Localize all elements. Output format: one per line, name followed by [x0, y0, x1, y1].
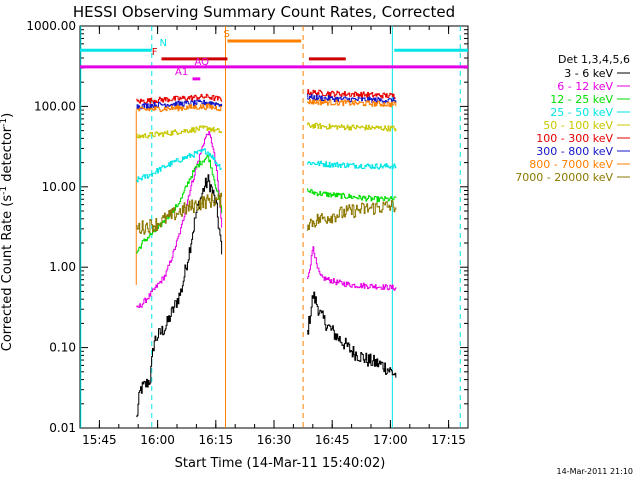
series-line	[136, 93, 223, 104]
series-line	[307, 199, 397, 231]
legend-entry-label: 6 - 12 keV	[557, 80, 613, 93]
series-line	[136, 103, 223, 113]
x-axis-label: Start Time (14-Mar-11 15:40:02)	[175, 456, 386, 471]
series-line	[136, 125, 223, 139]
y-axis-label: Corrected Count Rate (s-1 detector-1)	[0, 113, 15, 351]
series-line	[136, 131, 223, 308]
legend-entry-label: 800 - 7000 keV	[529, 158, 613, 171]
series-line	[136, 99, 223, 110]
x-tick-label: 16:15	[199, 433, 234, 447]
series-line	[136, 154, 223, 254]
plot-area: 1000.00 100.00 10.00 1.00 0.10 0.01 15:45 16:00…	[26, 19, 469, 447]
x-tick-label: 16:30	[257, 433, 292, 447]
x-tick-label: 17:00	[373, 433, 408, 447]
series-line	[307, 99, 397, 108]
flag-label: A1	[175, 67, 188, 78]
plot-timestamp: 14-Mar-2011 21:10	[557, 467, 634, 476]
series-line	[136, 148, 223, 183]
legend-entry-label: 100 - 300 keV	[536, 132, 613, 145]
series-line	[307, 188, 397, 203]
legend-entry-label: 3 - 6 keV	[564, 67, 613, 80]
x-tick-label: 16:45	[315, 433, 350, 447]
legend-title: Det 1,3,4,5,6	[558, 53, 630, 66]
series-line	[307, 160, 397, 170]
series-line	[136, 192, 223, 235]
x-tick-label: 16:00	[140, 433, 175, 447]
y-tick-label: 100.00	[34, 99, 76, 113]
legend-entry-label: 7000 - 20000 keV	[515, 171, 613, 184]
flag-label: N	[160, 38, 167, 49]
y-tick-label: 1000.00	[26, 19, 76, 33]
series-line	[307, 89, 396, 99]
x-tick-label: 15:45	[82, 433, 117, 447]
flag-label: F	[152, 47, 158, 58]
y-tick-label: 10.00	[42, 180, 76, 194]
y-tick-label: 1.00	[49, 260, 76, 274]
series-line	[307, 246, 397, 291]
series-line	[307, 94, 397, 104]
legend-entry-label: 50 - 100 keV	[543, 119, 613, 132]
chart-title: HESSI Observing Summary Count Rates, Cor…	[73, 3, 455, 21]
legend-entry-label: 300 - 800 keV	[536, 145, 613, 158]
legend-entry-label: 25 - 50 keV	[550, 106, 613, 119]
y-tick-label: 0.10	[49, 341, 76, 355]
flag-label: S	[224, 29, 230, 40]
flag-label: AQ	[194, 57, 209, 68]
y-tick-label: 0.01	[49, 421, 76, 435]
series-line	[307, 122, 397, 132]
series-line	[307, 291, 397, 378]
x-tick-label: 17:15	[431, 433, 466, 447]
series-line	[136, 174, 223, 418]
legend-entry-label: 12 - 25 keV	[550, 93, 613, 106]
